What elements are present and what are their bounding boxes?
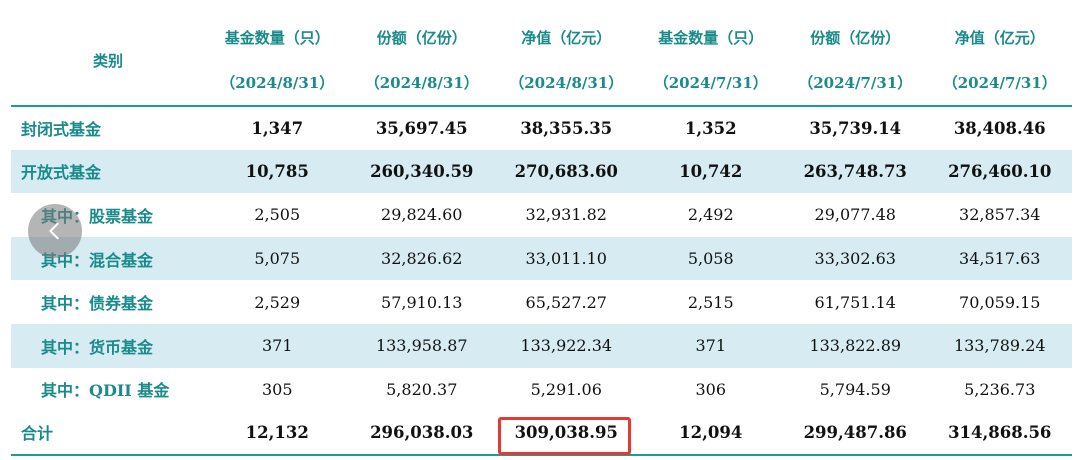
row-name: 其中：债券基金 xyxy=(41,294,154,314)
cell-value: 133,922.34 xyxy=(520,336,613,356)
col-header-date: （2024/8/31） xyxy=(220,73,335,92)
cell-value: 263,748.73 xyxy=(803,161,907,181)
cell-value: 12,094 xyxy=(679,422,743,442)
table-row: 其中：股票基金 2,505 29,824.60 32,931.82 2,492 … xyxy=(11,193,1072,237)
table-row-total: 合计 12,132 296,038.03 309,038.95 12,094 2… xyxy=(11,411,1072,455)
cell-value: 10,742 xyxy=(679,161,743,181)
col-header-date: （2024/7/31） xyxy=(798,73,913,92)
cell-value: 29,824.60 xyxy=(381,205,463,225)
row-name: 其中：货币基金 xyxy=(41,337,154,357)
cell-value: 38,355.35 xyxy=(520,118,613,138)
table-header: 类别 基金数量（只） 份额（亿份） 净值（亿元） 基金数量（只） 份额（亿份） … xyxy=(11,0,1072,106)
chevron-left-icon xyxy=(49,222,59,240)
col-header-label: 基金数量（只） xyxy=(658,28,764,47)
back-button[interactable] xyxy=(28,204,82,258)
cell-value: 5,058 xyxy=(687,249,734,269)
cell-value: 57,910.13 xyxy=(381,292,463,312)
cell-value: 133,789.24 xyxy=(953,336,1046,356)
cell-value: 309,038.95 xyxy=(514,422,618,442)
cell-value: 35,697.45 xyxy=(375,118,468,138)
cell-value: 5,291.06 xyxy=(530,379,602,399)
col-header-date: （2024/7/31） xyxy=(942,73,1057,92)
col-header-label: 净值（亿元） xyxy=(521,28,612,47)
cell-value: 10,785 xyxy=(245,161,309,181)
cell-value: 5,794.59 xyxy=(819,379,891,399)
cell-value: 371 xyxy=(695,336,727,356)
cell-value: 5,236.73 xyxy=(964,379,1036,399)
cell-value: 133,822.89 xyxy=(809,336,902,356)
fund-statistics-table: 类别 基金数量（只） 份额（亿份） 净值（亿元） 基金数量（只） 份额（亿份） … xyxy=(11,0,1072,456)
col-header-date: （2024/7/31） xyxy=(653,73,768,92)
cell-value: 371 xyxy=(261,336,293,356)
cell-value: 270,683.60 xyxy=(514,161,618,181)
cell-value: 2,492 xyxy=(687,205,734,225)
cell-value: 33,011.10 xyxy=(525,249,607,269)
cell-value: 34,517.63 xyxy=(959,249,1041,269)
cell-value: 299,487.86 xyxy=(803,422,907,442)
category-header: 类别 xyxy=(92,51,123,70)
col-header-label: 净值（亿元） xyxy=(954,28,1045,47)
cell-value: 32,857.34 xyxy=(959,205,1041,225)
table-row: 封闭式基金 1,347 35,697.45 38,355.35 1,352 35… xyxy=(11,106,1072,150)
cell-value: 296,038.03 xyxy=(370,422,474,442)
cell-value: 33,302.63 xyxy=(814,249,896,269)
cell-value: 2,515 xyxy=(687,292,734,312)
cell-value: 35,739.14 xyxy=(809,118,902,138)
cell-value: 29,077.48 xyxy=(814,205,896,225)
cell-value: 38,408.46 xyxy=(953,118,1046,138)
cell-value: 133,958.87 xyxy=(375,336,468,356)
col-header-label: 份额（亿份） xyxy=(810,28,901,47)
row-name: 合计 xyxy=(21,424,54,444)
cell-value: 70,059.15 xyxy=(959,292,1041,312)
row-name: 封闭式基金 xyxy=(21,120,102,140)
row-name: 开放式基金 xyxy=(21,163,102,183)
cell-value: 314,868.56 xyxy=(948,422,1052,442)
col-header-label: 份额（亿份） xyxy=(376,28,467,47)
row-name: 其中：QDII 基金 xyxy=(41,381,170,401)
col-header-date: （2024/8/31） xyxy=(364,73,479,92)
table-row: 其中：货币基金 371 133,958.87 133,922.34 371 13… xyxy=(11,323,1072,368)
cell-value: 1,347 xyxy=(251,118,304,138)
fund-table-container: 类别 基金数量（只） 份额（亿份） 净值（亿元） 基金数量（只） 份额（亿份） … xyxy=(11,0,1072,456)
col-header-label: 基金数量（只） xyxy=(224,28,330,47)
cell-value: 260,340.59 xyxy=(370,161,474,181)
table-row: 其中：债券基金 2,529 57,910.13 65,527.27 2,515 … xyxy=(11,280,1072,324)
cell-value: 61,751.14 xyxy=(814,292,896,312)
cell-value: 32,931.82 xyxy=(525,205,607,225)
table-row: 其中：QDII 基金 305 5,820.37 5,291.06 306 5,7… xyxy=(11,368,1072,412)
cell-value: 1,352 xyxy=(684,118,737,138)
cell-value: 65,527.27 xyxy=(525,292,607,312)
table-row: 其中：混合基金 5,075 32,826.62 33,011.10 5,058 … xyxy=(11,236,1072,281)
cell-value: 5,075 xyxy=(254,249,301,269)
col-header-date: （2024/8/31） xyxy=(509,73,624,92)
cell-value: 5,820.37 xyxy=(386,379,458,399)
cell-value: 276,460.10 xyxy=(948,161,1052,181)
cell-value: 305 xyxy=(261,379,293,399)
cell-value: 2,505 xyxy=(254,205,301,225)
cell-value: 2,529 xyxy=(254,292,301,312)
cell-value: 32,826.62 xyxy=(381,249,463,269)
cell-value: 12,132 xyxy=(245,422,309,442)
row-name: 其中：混合基金 xyxy=(41,250,154,270)
cell-value: 306 xyxy=(695,379,727,399)
table-row: 开放式基金 10,785 260,340.59 270,683.60 10,74… xyxy=(11,149,1072,194)
